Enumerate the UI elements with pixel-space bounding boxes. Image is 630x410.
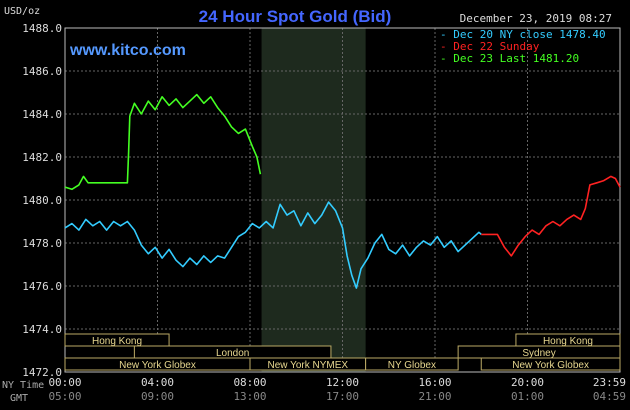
x-tick-label-gmt: 17:00 — [326, 390, 359, 403]
series-line-dec-22 — [481, 175, 621, 257]
legend-entry: - Dec 22 Sunday — [440, 40, 540, 53]
x-tick-label-ny: 04:00 — [141, 376, 174, 389]
gmt-row-label: GMT — [10, 393, 28, 404]
ny-time-row-label: NY Time — [2, 380, 44, 391]
session-label: London — [216, 348, 249, 359]
y-tick-label: 1482.0 — [22, 151, 62, 164]
series-lines — [64, 93, 621, 289]
session-label: New York NYMEX — [268, 360, 349, 371]
y-tick-label: 1478.0 — [22, 237, 62, 250]
x-tick-label-gmt: 09:00 — [141, 390, 174, 403]
session-box — [64, 333, 170, 347]
session-label: NY Globex — [388, 360, 436, 371]
plot-frame — [64, 27, 621, 373]
x-tick-label-ny: 16:00 — [418, 376, 451, 389]
y-tick-label: 1484.0 — [22, 108, 62, 121]
legend-entry: - Dec 20 NY close 1478.40 — [440, 28, 606, 41]
y-tick-label: 1488.0 — [22, 22, 62, 35]
session-label: New York Globex — [512, 360, 589, 371]
session-box — [365, 357, 459, 371]
x-tick-label-ny: 12:00 — [326, 376, 359, 389]
y-tick-label: 1474.0 — [22, 323, 62, 336]
y-tick-label: 1476.0 — [22, 280, 62, 293]
y-tick-label: 1472.0 — [22, 366, 62, 379]
x-tick-label-ny: 23:59 — [593, 376, 626, 389]
y-axis-tick-labels: 1488.0 1486.0 1484.0 1482.0 1480.0 1478.0 1476… — [22, 22, 62, 379]
y-tick-label: 1486.0 — [22, 65, 62, 78]
website-watermark: www.kitco.com — [69, 42, 186, 59]
y-unit-label: USD/oz — [4, 6, 40, 17]
x-tick-label-gmt: 05:00 — [48, 390, 81, 403]
x-tick-label-ny: 20:00 — [511, 376, 544, 389]
x-axis-tick-labels: 00:00 04:00 08:00 12:00 16:00 20:00 23:59 05:00… — [48, 376, 626, 403]
x-tick-label-gmt: 13:00 — [233, 390, 266, 403]
chart-timestamp: December 23, 2019 08:27 — [460, 12, 612, 25]
session-box — [480, 357, 621, 371]
x-tick-label-ny: 08:00 — [233, 376, 266, 389]
series-line-dec-23 — [64, 93, 262, 191]
legend-entry: - Dec 23 Last 1481.20 — [440, 52, 579, 65]
series-line-dec-20 — [64, 201, 482, 289]
chart-title: 24 Hour Spot Gold (Bid) — [199, 7, 392, 26]
session-label: Hong Kong — [92, 336, 142, 347]
x-tick-label-gmt: 21:00 — [418, 390, 451, 403]
session-label: Sydney — [522, 348, 555, 359]
x-tick-label-gmt: 01:00 — [511, 390, 544, 403]
session-label: New York Globex — [119, 360, 196, 371]
x-tick-label-gmt: 04:59 — [593, 390, 626, 403]
session-label: Hong Kong — [543, 336, 593, 347]
x-tick-label-ny: 00:00 — [48, 376, 81, 389]
y-tick-label: 1480.0 — [22, 194, 62, 207]
legend: - Dec 20 NY close 1478.40- Dec 22 Sunday… — [440, 28, 606, 65]
